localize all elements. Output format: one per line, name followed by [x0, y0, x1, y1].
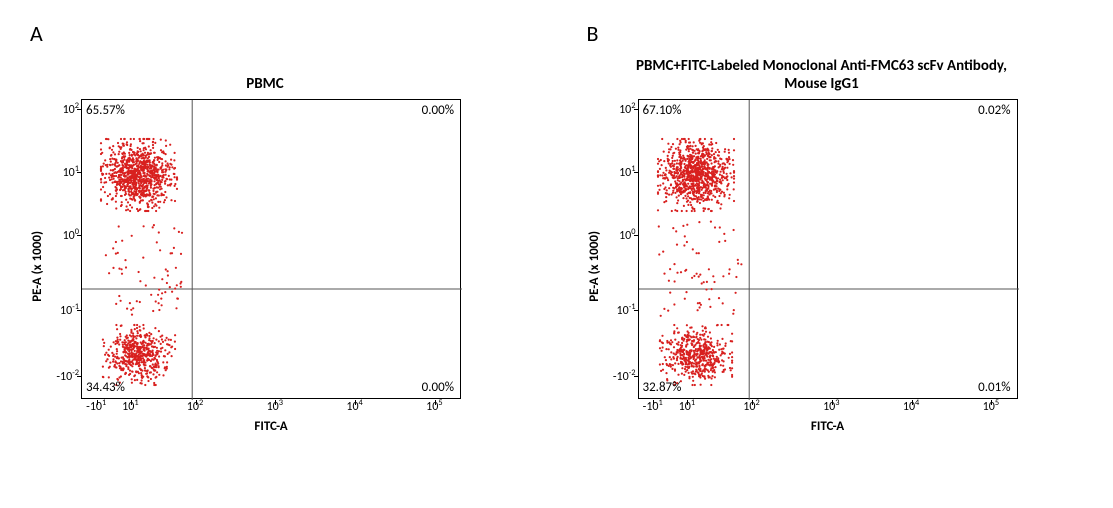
- panel-a-axes: 10210110010-1-10-2 65.57% 0.00% 34.43% 0…: [47, 99, 461, 399]
- x-tick-label: 103: [823, 399, 839, 413]
- panel-b-axes: 10210110010-1-10-2 67.10% 0.02% 32.87% 0…: [604, 99, 1018, 399]
- panel-b-x-ticks: -101 101 102 103 104 105: [638, 399, 1018, 421]
- x-tick-label: 101: [122, 399, 138, 413]
- panel-a: A PBMC PE-A (x 1000) 10210110010-1-10-2 …: [30, 20, 527, 434]
- panel-a-q2-percent: 0.00%: [422, 103, 454, 118]
- y-tick-label: -10-2: [613, 369, 636, 383]
- panel-a-plot-wrap: PE-A (x 1000) 10210110010-1-10-2 65.57% …: [30, 99, 527, 434]
- panel-b-x-axis-label: FITC-A: [638, 419, 1018, 434]
- panel-a-title: PBMC: [75, 55, 455, 93]
- x-tick-label: -101: [86, 399, 106, 413]
- panel-a-x-ticks: -101 101 102 103 104 105: [81, 399, 461, 421]
- panel-b-q1-percent: 67.10%: [643, 103, 682, 118]
- panel-b: B PBMC+FITC-Labeled Monoclonal Anti-FMC6…: [587, 20, 1084, 434]
- panel-a-y-ticks: 10210110010-1-10-2: [47, 99, 81, 399]
- panel-b-y-ticks: 10210110010-1-10-2: [604, 99, 638, 399]
- panel-b-q3-percent: 32.87%: [643, 380, 682, 395]
- x-tick-label: 105: [426, 399, 442, 413]
- scatter-svg: [82, 100, 462, 400]
- panel-a-plot-col: 10210110010-1-10-2 65.57% 0.00% 34.43% 0…: [47, 99, 461, 434]
- panel-a-x-axis-label: FITC-A: [81, 419, 461, 434]
- panel-b-q4-percent: 0.01%: [978, 380, 1010, 395]
- panel-b-title: PBMC+FITC-Labeled Monoclonal Anti-FMC63 …: [632, 55, 1012, 93]
- panel-a-plot-box: 65.57% 0.00% 34.43% 0.00%: [81, 99, 461, 399]
- x-tick-label: 103: [267, 399, 283, 413]
- x-tick-label: 105: [983, 399, 999, 413]
- panel-a-label: A: [30, 20, 527, 47]
- panel-b-plot-col: 10210110010-1-10-2 67.10% 0.02% 32.87% 0…: [604, 99, 1018, 434]
- x-tick-label: 102: [187, 399, 203, 413]
- panel-b-plot-box: 67.10% 0.02% 32.87% 0.01%: [638, 99, 1018, 399]
- panel-b-y-axis-label: PE-A (x 1000): [587, 231, 602, 302]
- panel-a-y-axis-label: PE-A (x 1000): [30, 231, 45, 302]
- panel-b-plot-wrap: PE-A (x 1000) 10210110010-1-10-2 67.10% …: [587, 99, 1084, 434]
- panel-b-label: B: [587, 20, 1084, 47]
- x-tick-label: 102: [743, 399, 759, 413]
- panel-a-q3-percent: 34.43%: [86, 380, 125, 395]
- panel-a-q1-percent: 65.57%: [86, 103, 125, 118]
- x-tick-label: -101: [643, 399, 663, 413]
- x-tick-label: 104: [346, 399, 362, 413]
- x-tick-label: 104: [903, 399, 919, 413]
- panel-b-q2-percent: 0.02%: [978, 103, 1010, 118]
- panel-a-q4-percent: 0.00%: [422, 380, 454, 395]
- x-tick-label: 101: [679, 399, 695, 413]
- y-tick-label: -10-2: [56, 369, 79, 383]
- figure-row: A PBMC PE-A (x 1000) 10210110010-1-10-2 …: [30, 20, 1083, 434]
- scatter-svg: [639, 100, 1019, 400]
